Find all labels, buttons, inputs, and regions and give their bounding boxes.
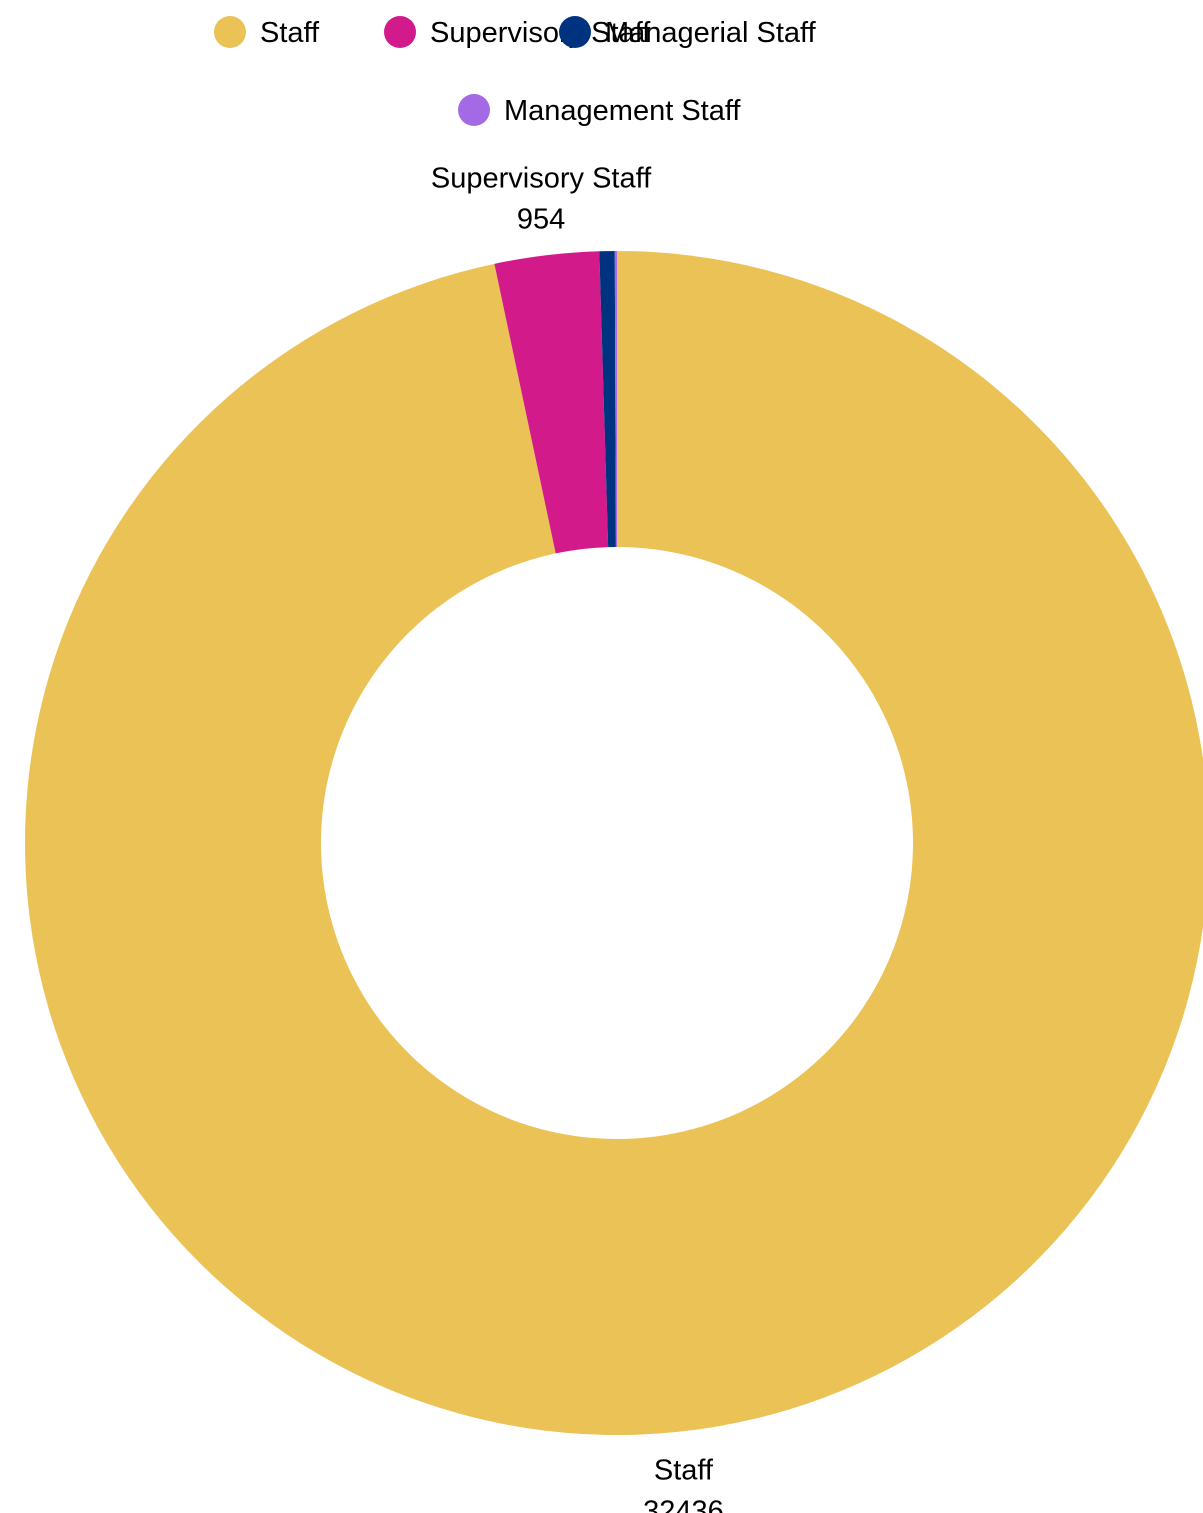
legend-marker-managerial-staff <box>559 16 591 48</box>
legend-item-managerial-staff[interactable]: Managerial Staff <box>559 16 817 49</box>
slice-supervisory-staff[interactable] <box>494 251 609 554</box>
data-label-name: Staff <box>654 1455 714 1487</box>
slice-management-staff[interactable] <box>614 251 617 548</box>
legend-marker-staff <box>214 16 246 48</box>
legend-marker-management-staff <box>458 94 490 126</box>
data-label-name: Supervisory Staff <box>431 163 652 195</box>
data-label-staff: Staff 32436 <box>643 1455 724 1513</box>
legend-item-management-staff[interactable]: Management Staff <box>458 94 741 127</box>
data-label-value: 32436 <box>643 1496 724 1513</box>
slice-managerial-staff[interactable] <box>599 251 616 548</box>
legend-label-staff: Staff <box>260 17 320 49</box>
legend-marker-supervisory-staff <box>384 16 416 48</box>
legend-label-management-staff: Management Staff <box>504 95 741 127</box>
legend-label-supervisory-staff: Supervisory Staff <box>430 17 651 49</box>
data-label-value: 954 <box>517 204 565 236</box>
data-labels: Supervisory Staff 954 Staff 32436 <box>431 163 724 1513</box>
legend-item-staff[interactable]: Staff <box>214 16 320 49</box>
data-label-supervisory-staff: Supervisory Staff 954 <box>431 163 652 236</box>
slice-staff[interactable] <box>25 251 1203 1435</box>
legend-item-supervisory-staff[interactable]: Supervisory Staff <box>384 16 651 49</box>
donut-slices <box>25 251 1203 1435</box>
legend-label-managerial-staff: Managerial Staff <box>605 17 817 49</box>
